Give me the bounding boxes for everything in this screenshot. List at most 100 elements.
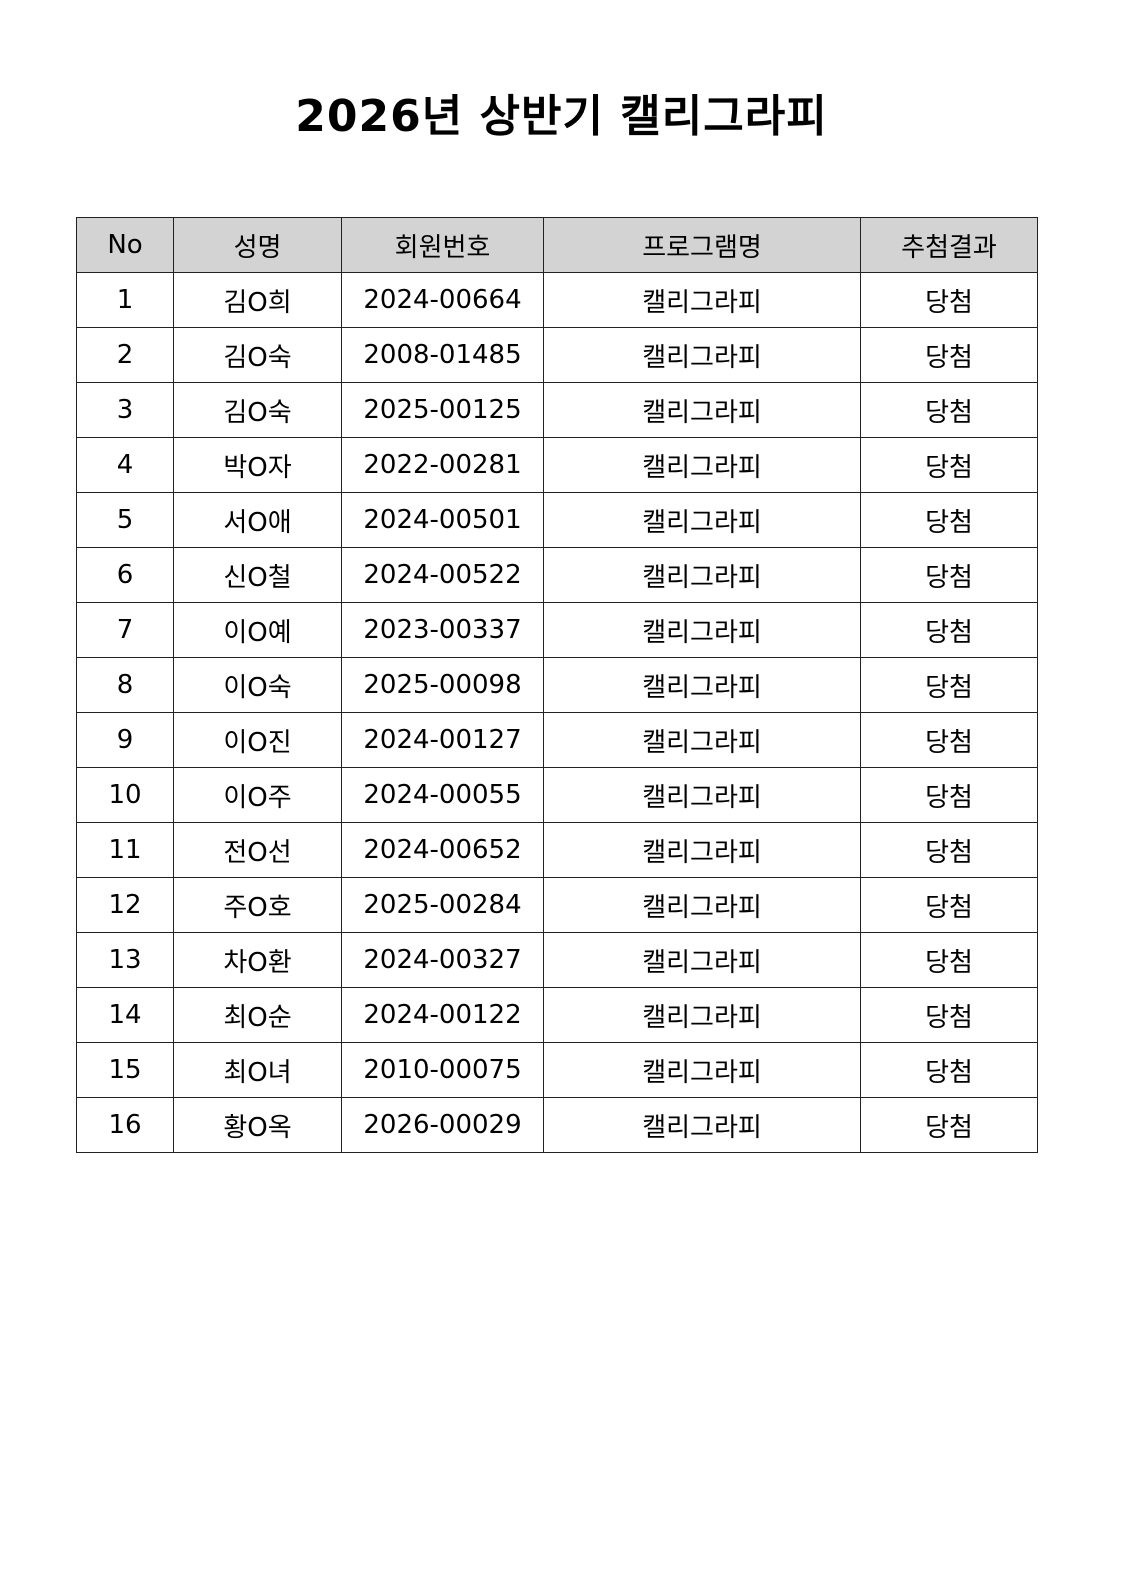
cell-member-number: 2023-00337	[341, 602, 544, 658]
table-row: 11 전O선 2024-00652 캘리그라피 당첨	[76, 822, 1038, 878]
table-row: 2 김O숙 2008-01485 캘리그라피 당첨	[76, 327, 1038, 383]
cell-no: 8	[76, 657, 174, 713]
cell-name: 최O녀	[173, 1042, 342, 1098]
cell-name: 최O순	[173, 987, 342, 1043]
table-row: 6 신O철 2024-00522 캘리그라피 당첨	[76, 547, 1038, 603]
cell-no: 11	[76, 822, 174, 878]
cell-member-number: 2026-00029	[341, 1097, 544, 1153]
cell-program-name: 캘리그라피	[543, 1042, 861, 1098]
cell-name: 차O환	[173, 932, 342, 988]
cell-lottery-result: 당첨	[860, 382, 1038, 438]
cell-program-name: 캘리그라피	[543, 767, 861, 823]
cell-lottery-result: 당첨	[860, 437, 1038, 493]
cell-no: 4	[76, 437, 174, 493]
lottery-results-table: No 성명 회원번호 프로그램명 추첨결과 1 김O희 2024-00664 캘리그라…	[76, 217, 1038, 1153]
cell-no: 3	[76, 382, 174, 438]
cell-program-name: 캘리그라피	[543, 437, 861, 493]
cell-lottery-result: 당첨	[860, 657, 1038, 713]
cell-program-name: 캘리그라피	[543, 327, 861, 383]
cell-no: 1	[76, 272, 174, 328]
cell-name: 박O자	[173, 437, 342, 493]
cell-program-name: 캘리그라피	[543, 822, 861, 878]
cell-no: 9	[76, 712, 174, 768]
table-row: 3 김O숙 2025-00125 캘리그라피 당첨	[76, 382, 1038, 438]
cell-name: 이O진	[173, 712, 342, 768]
cell-name: 서O애	[173, 492, 342, 548]
table-row: 9 이O진 2024-00127 캘리그라피 당첨	[76, 712, 1038, 768]
cell-program-name: 캘리그라피	[543, 657, 861, 713]
cell-no: 10	[76, 767, 174, 823]
cell-member-number: 2022-00281	[341, 437, 544, 493]
cell-member-number: 2024-00652	[341, 822, 544, 878]
header-member-number: 회원번호	[341, 217, 544, 273]
cell-no: 12	[76, 877, 174, 933]
cell-name: 김O숙	[173, 327, 342, 383]
header-lottery-result: 추첨결과	[860, 217, 1038, 273]
cell-lottery-result: 당첨	[860, 327, 1038, 383]
cell-program-name: 캘리그라피	[543, 492, 861, 548]
table-row: 14 최O순 2024-00122 캘리그라피 당첨	[76, 987, 1038, 1043]
cell-lottery-result: 당첨	[860, 822, 1038, 878]
page-title: 2026년 상반기 캘리그라피	[295, 91, 828, 142]
cell-program-name: 캘리그라피	[543, 877, 861, 933]
cell-lottery-result: 당첨	[860, 1042, 1038, 1098]
table-row: 10 이O주 2024-00055 캘리그라피 당첨	[76, 767, 1038, 823]
cell-program-name: 캘리그라피	[543, 602, 861, 658]
cell-no: 15	[76, 1042, 174, 1098]
cell-name: 이O숙	[173, 657, 342, 713]
cell-program-name: 캘리그라피	[543, 932, 861, 988]
cell-member-number: 2008-01485	[341, 327, 544, 383]
cell-no: 5	[76, 492, 174, 548]
cell-no: 2	[76, 327, 174, 383]
cell-no: 14	[76, 987, 174, 1043]
cell-member-number: 2024-00055	[341, 767, 544, 823]
table-row: 4 박O자 2022-00281 캘리그라피 당첨	[76, 437, 1038, 493]
cell-member-number: 2025-00098	[341, 657, 544, 713]
cell-lottery-result: 당첨	[860, 272, 1038, 328]
cell-name: 김O희	[173, 272, 342, 328]
cell-name: 신O철	[173, 547, 342, 603]
table-row: 5 서O애 2024-00501 캘리그라피 당첨	[76, 492, 1038, 548]
cell-program-name: 캘리그라피	[543, 987, 861, 1043]
cell-program-name: 캘리그라피	[543, 382, 861, 438]
table-row: 15 최O녀 2010-00075 캘리그라피 당첨	[76, 1042, 1038, 1098]
header-name: 성명	[173, 217, 342, 273]
cell-lottery-result: 당첨	[860, 932, 1038, 988]
cell-program-name: 캘리그라피	[543, 1097, 861, 1153]
cell-member-number: 2025-00284	[341, 877, 544, 933]
header-no: No	[76, 217, 174, 273]
cell-member-number: 2024-00127	[341, 712, 544, 768]
cell-no: 16	[76, 1097, 174, 1153]
cell-name: 전O선	[173, 822, 342, 878]
table-row: 8 이O숙 2025-00098 캘리그라피 당첨	[76, 657, 1038, 713]
cell-name: 주O호	[173, 877, 342, 933]
header-program-name: 프로그램명	[543, 217, 861, 273]
cell-program-name: 캘리그라피	[543, 272, 861, 328]
cell-lottery-result: 당첨	[860, 492, 1038, 548]
cell-member-number: 2024-00122	[341, 987, 544, 1043]
table-row: 7 이O예 2023-00337 캘리그라피 당첨	[76, 602, 1038, 658]
cell-member-number: 2024-00522	[341, 547, 544, 603]
cell-name: 김O숙	[173, 382, 342, 438]
cell-lottery-result: 당첨	[860, 1097, 1038, 1153]
table-row: 16 황O옥 2026-00029 캘리그라피 당첨	[76, 1097, 1038, 1153]
cell-member-number: 2025-00125	[341, 382, 544, 438]
cell-name: 황O옥	[173, 1097, 342, 1153]
table-row: 1 김O희 2024-00664 캘리그라피 당첨	[76, 272, 1038, 328]
cell-lottery-result: 당첨	[860, 712, 1038, 768]
cell-program-name: 캘리그라피	[543, 547, 861, 603]
cell-no: 13	[76, 932, 174, 988]
table-header-row: No 성명 회원번호 프로그램명 추첨결과	[76, 217, 1038, 273]
cell-member-number: 2024-00501	[341, 492, 544, 548]
table-row: 13 차O환 2024-00327 캘리그라피 당첨	[76, 932, 1038, 988]
cell-program-name: 캘리그라피	[543, 712, 861, 768]
cell-name: 이O주	[173, 767, 342, 823]
cell-name: 이O예	[173, 602, 342, 658]
cell-lottery-result: 당첨	[860, 767, 1038, 823]
cell-no: 7	[76, 602, 174, 658]
cell-member-number: 2024-00664	[341, 272, 544, 328]
table-row: 12 주O호 2025-00284 캘리그라피 당첨	[76, 877, 1038, 933]
cell-lottery-result: 당첨	[860, 877, 1038, 933]
cell-no: 6	[76, 547, 174, 603]
cell-lottery-result: 당첨	[860, 987, 1038, 1043]
